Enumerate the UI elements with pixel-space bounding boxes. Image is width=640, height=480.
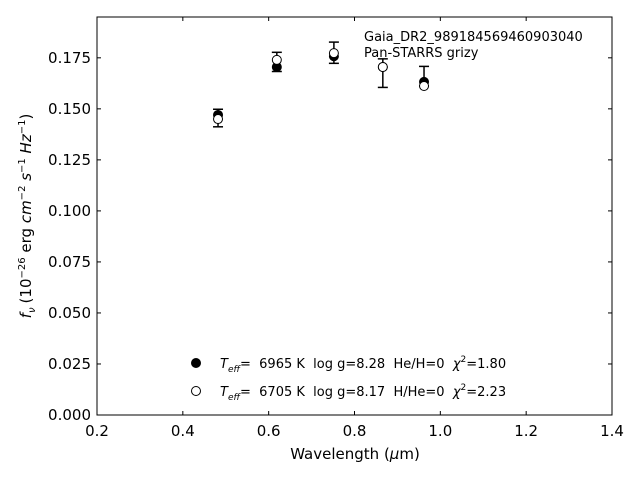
- x-axis-title: Wavelength (μm): [290, 445, 420, 463]
- annotation-line-1: Gaia_DR2_989184569460903040: [364, 30, 583, 45]
- legend-marker-open: [191, 386, 201, 396]
- y-tick-label: 0.025: [48, 355, 91, 373]
- x-tick-label: 0.2: [85, 422, 109, 440]
- y-tick-label: 0.050: [48, 304, 91, 322]
- y-axis-ticks: 0.000 0.025 0.050 0.075 0.100 0.125 0.150 0.175: [48, 49, 612, 424]
- model-point-open: [271, 54, 282, 65]
- y-tick-label: 0.000: [48, 406, 91, 424]
- model-point-open: [419, 80, 430, 91]
- y-tick-label: 0.100: [48, 202, 91, 220]
- model-point-open: [328, 48, 339, 59]
- legend-marker-filled: [191, 358, 201, 368]
- x-axis-ticks: 0.2 0.4 0.6 0.8 1.0 1.2 1.4: [85, 17, 624, 440]
- x-tick-label: 1.2: [514, 422, 538, 440]
- y-tick-label: 0.175: [48, 49, 91, 67]
- x-tick-label: 0.4: [171, 422, 195, 440]
- model-point-open: [377, 62, 388, 73]
- legend-label-2: Teff= 6705 K log g=8.17 H/He=0 χ2=2.23: [220, 383, 506, 403]
- data-points: [213, 48, 430, 125]
- y-tick-label: 0.125: [48, 151, 91, 169]
- model-point-open: [213, 114, 224, 125]
- y-tick-label: 0.150: [48, 100, 91, 118]
- x-tick-label: 1.4: [600, 422, 624, 440]
- annotation-line-2: Pan-STARRS grizy: [364, 46, 479, 61]
- x-tick-label: 1.0: [428, 422, 452, 440]
- y-tick-label: 0.075: [48, 253, 91, 271]
- x-tick-label: 0.6: [257, 422, 281, 440]
- y-axis-title: fν(10−26 erg cm−2 s−1 Hz−1): [17, 114, 38, 319]
- plot-frame: [96, 16, 613, 416]
- legend-label-1: Teff= 6965 K log g=8.28 He/H=0 χ2=1.80: [220, 355, 506, 375]
- legend: Teff= 6965 K log g=8.28 He/H=0 χ2=1.80 T…: [191, 355, 506, 403]
- x-tick-label: 0.8: [343, 422, 367, 440]
